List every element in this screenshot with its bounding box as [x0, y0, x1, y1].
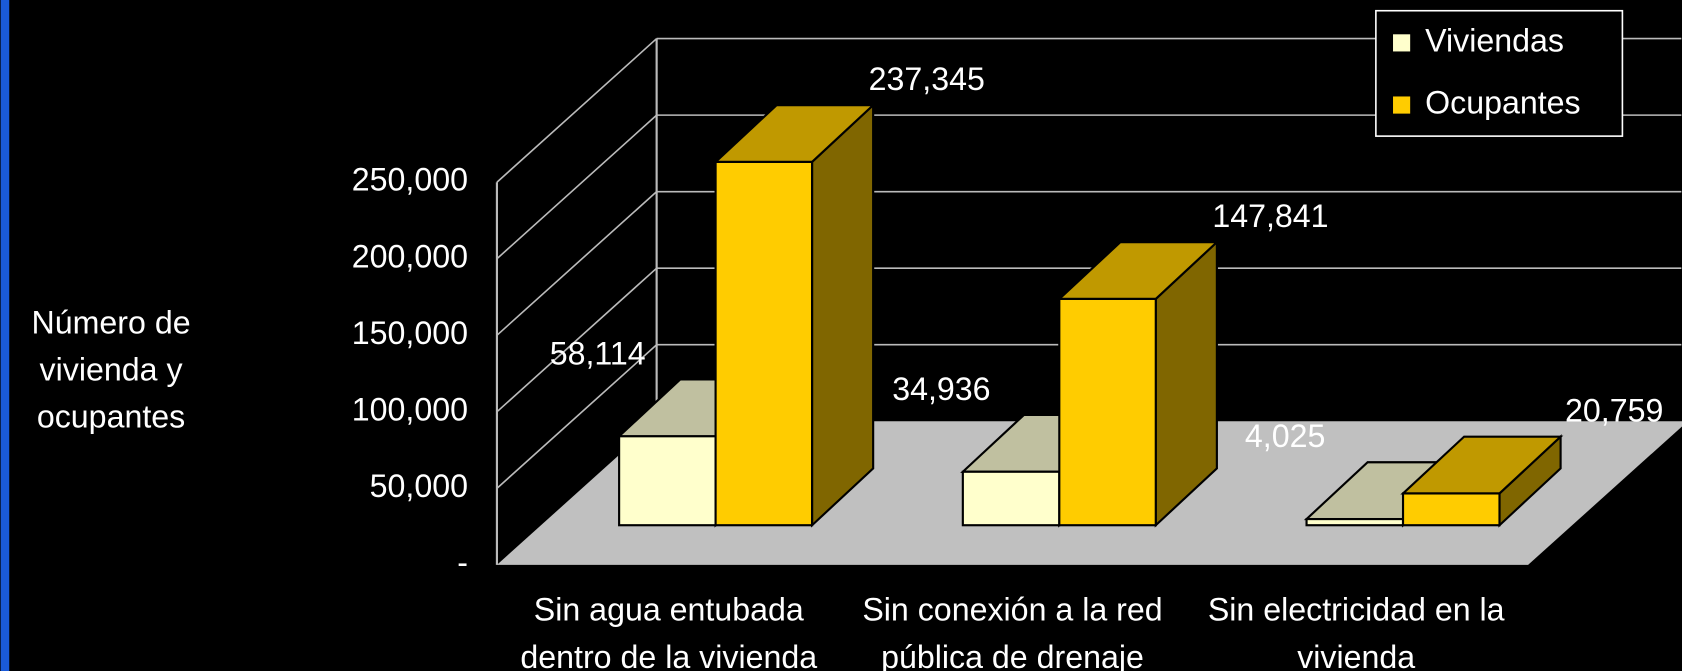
- bar-front: [1305, 517, 1405, 527]
- bar-front: [618, 435, 717, 527]
- y-tick-label: 100,000: [352, 391, 468, 427]
- grid-segment: [496, 344, 658, 489]
- grid-segment: [496, 114, 658, 260]
- value-label: 58,114: [550, 335, 646, 371]
- bar-front: [1058, 297, 1157, 527]
- value-label: 147,841: [1212, 198, 1328, 234]
- x-tick-label-box: Sin agua entubada dentro de la vivienda: [520, 592, 818, 671]
- grid-segment: [496, 191, 658, 336]
- legend-label: Ocupantes: [1425, 85, 1580, 121]
- bar-front: [961, 470, 1061, 527]
- side-stripe: [0, 0, 10, 671]
- value-label: 34,936: [892, 371, 990, 407]
- x-tick-label: Sin electricidad en la vivienda: [1207, 592, 1505, 671]
- y-axis-title-box: Número de vivienda y ocupantes: [31, 305, 191, 436]
- bar-front: [1401, 492, 1501, 527]
- y-tick-label: 50,000: [370, 468, 468, 504]
- bar: [712, 102, 876, 528]
- legend-swatch: [1393, 96, 1411, 114]
- y-tick-label: 200,000: [352, 238, 468, 274]
- y-tick-label: 250,000: [352, 162, 468, 198]
- value-label: 237,345: [869, 61, 985, 97]
- x-tick-label-box: Sin conexión a la red pública de drenaje: [862, 592, 1163, 671]
- y-tick-label: -: [457, 544, 468, 580]
- grid-segment: [496, 37, 658, 183]
- bar: [1056, 239, 1220, 528]
- value-label: 20,759: [1565, 393, 1663, 429]
- y-tick-label: 150,000: [352, 315, 468, 351]
- x-tick-label: Sin conexión a la red pública de drenaje: [862, 592, 1163, 671]
- x-tick-label: Sin agua entubada dentro de la vivienda: [520, 592, 818, 671]
- bar-front: [714, 160, 814, 527]
- value-label: 4,025: [1245, 418, 1325, 454]
- grid-segment: [496, 267, 658, 413]
- y-axis-title: Número de vivienda y ocupantes: [31, 305, 191, 436]
- bar-side: [810, 102, 875, 528]
- legend-swatch: [1393, 34, 1411, 52]
- legend-label: Viviendas: [1425, 22, 1564, 58]
- x-tick-label-box: Sin electricidad en la vivienda: [1207, 592, 1505, 671]
- bar: [1400, 434, 1564, 528]
- legend-box: [1375, 9, 1624, 137]
